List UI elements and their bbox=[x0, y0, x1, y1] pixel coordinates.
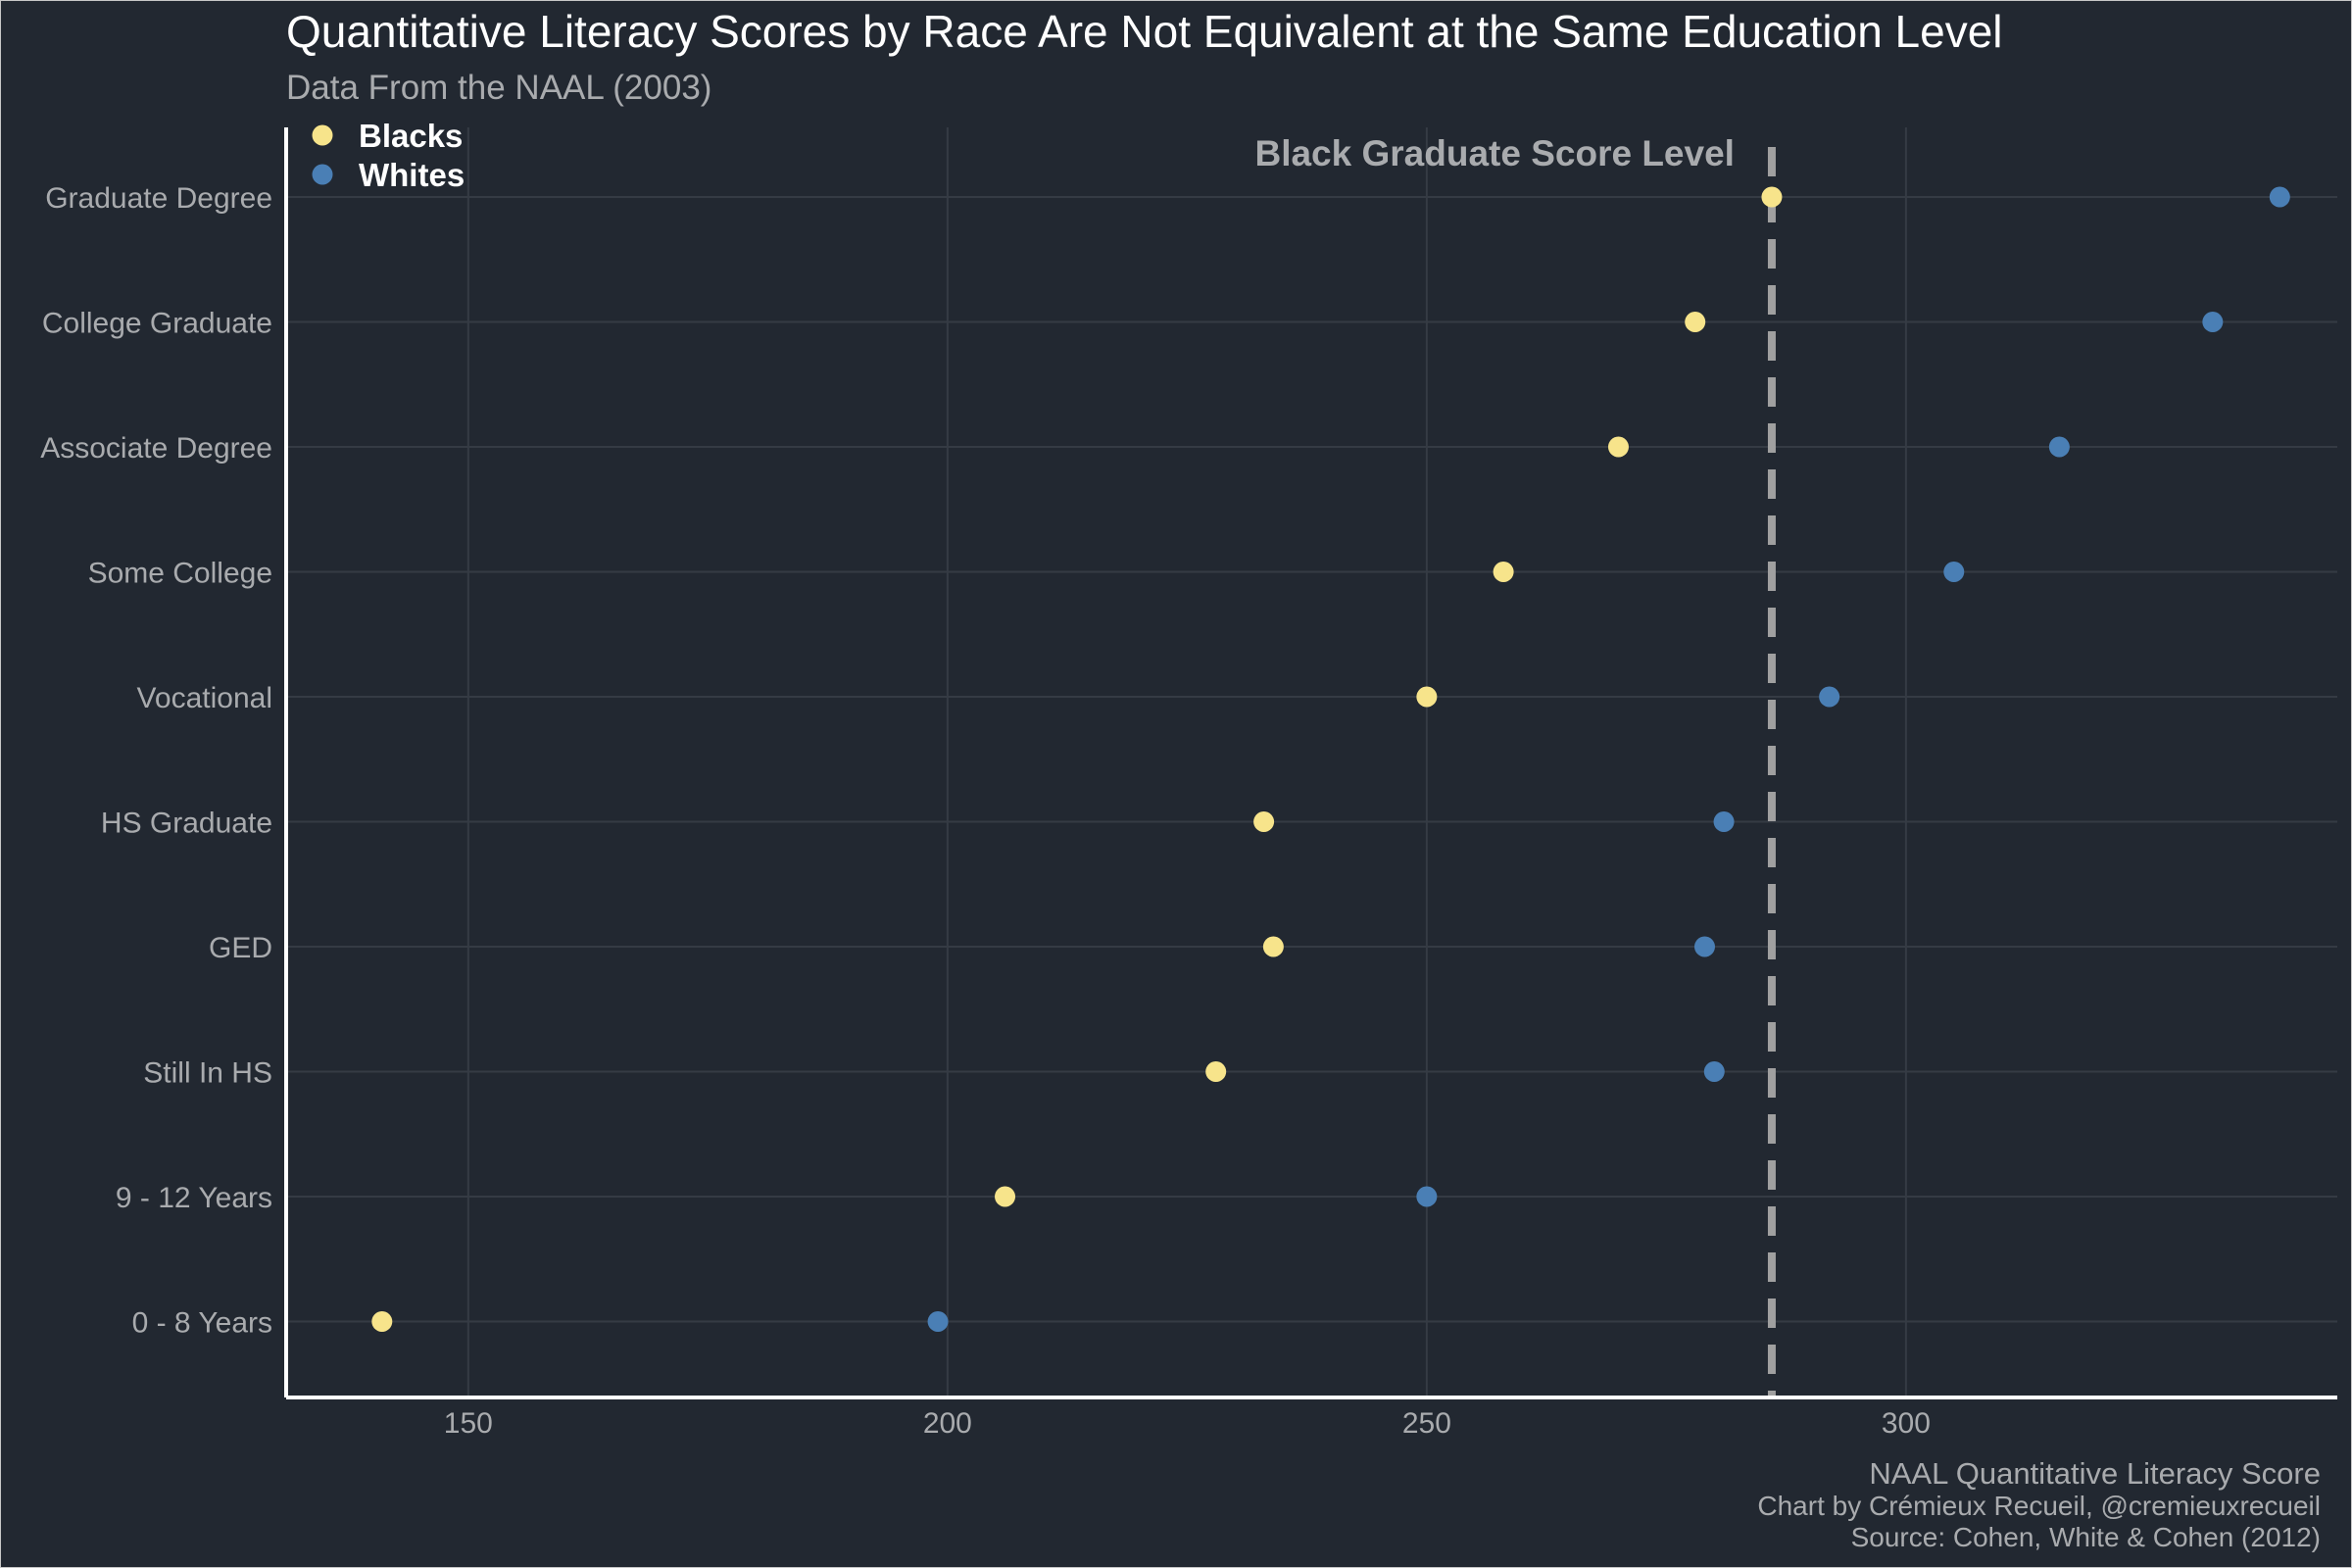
black-score-point bbox=[1607, 436, 1629, 458]
black-score-point bbox=[1761, 186, 1783, 208]
x-tick-label: 150 bbox=[444, 1407, 493, 1440]
caption-author: Chart by Crémieux Recueil, @cremieuxrecu… bbox=[1757, 1491, 2321, 1521]
y-tick-label: Some College bbox=[88, 558, 272, 590]
y-tick-label: College Graduate bbox=[42, 308, 272, 340]
reference-line-label: Black Graduate Score Level bbox=[1254, 133, 1734, 173]
black-score-point bbox=[371, 1311, 393, 1332]
x-tick-label: 300 bbox=[1882, 1407, 1931, 1440]
white-score-point bbox=[1819, 686, 1840, 708]
legend-marker bbox=[312, 164, 333, 185]
white-score-point bbox=[1693, 936, 1715, 957]
black-score-point bbox=[1416, 686, 1438, 708]
black-score-point bbox=[1685, 312, 1706, 332]
x-tick-label: 200 bbox=[923, 1407, 972, 1440]
grid-lines bbox=[286, 127, 2337, 1397]
white-score-point bbox=[1713, 811, 1735, 832]
x-axis-title: NAAL Quantitative Literacy Score bbox=[1869, 1456, 2321, 1491]
data-points bbox=[371, 186, 2290, 1332]
black-score-point bbox=[1253, 811, 1275, 832]
white-score-point bbox=[2269, 186, 2290, 208]
white-score-point bbox=[2202, 312, 2224, 332]
legend-label: Blacks bbox=[359, 118, 463, 154]
axes: Graduate Degree College Graduate Associate… bbox=[40, 127, 2337, 1440]
reference-line-group: Black Graduate Score Level bbox=[1254, 133, 1776, 1397]
white-score-point bbox=[927, 1311, 949, 1332]
legend-marker bbox=[312, 124, 333, 146]
y-tick-label: Graduate Degree bbox=[45, 182, 272, 215]
y-tick-label: Vocational bbox=[137, 682, 272, 714]
black-score-point bbox=[995, 1186, 1016, 1207]
legend-label: Whites bbox=[359, 157, 465, 193]
black-score-point bbox=[1205, 1061, 1227, 1082]
y-tick-label: 0 - 8 Years bbox=[132, 1307, 272, 1340]
y-tick-label: HS Graduate bbox=[101, 808, 272, 840]
chart-subtitle: Data From the NAAL (2003) bbox=[286, 69, 711, 107]
white-score-point bbox=[2048, 436, 2070, 458]
y-tick-label: GED bbox=[209, 932, 272, 964]
black-score-point bbox=[1493, 562, 1514, 582]
white-score-point bbox=[1943, 562, 1965, 582]
white-score-point bbox=[1416, 1186, 1438, 1207]
white-score-point bbox=[1703, 1061, 1725, 1082]
caption-source: Source: Cohen, White & Cohen (2012) bbox=[1851, 1522, 2321, 1552]
y-tick-label: Still In HS bbox=[143, 1057, 272, 1090]
black-score-point bbox=[1262, 936, 1284, 957]
y-tick-label: 9 - 12 Years bbox=[116, 1182, 272, 1214]
chart-title: Quantitative Literacy Scores by Race Are… bbox=[286, 6, 2003, 57]
x-tick-label: 250 bbox=[1402, 1407, 1451, 1440]
y-tick-label: Associate Degree bbox=[40, 432, 272, 465]
